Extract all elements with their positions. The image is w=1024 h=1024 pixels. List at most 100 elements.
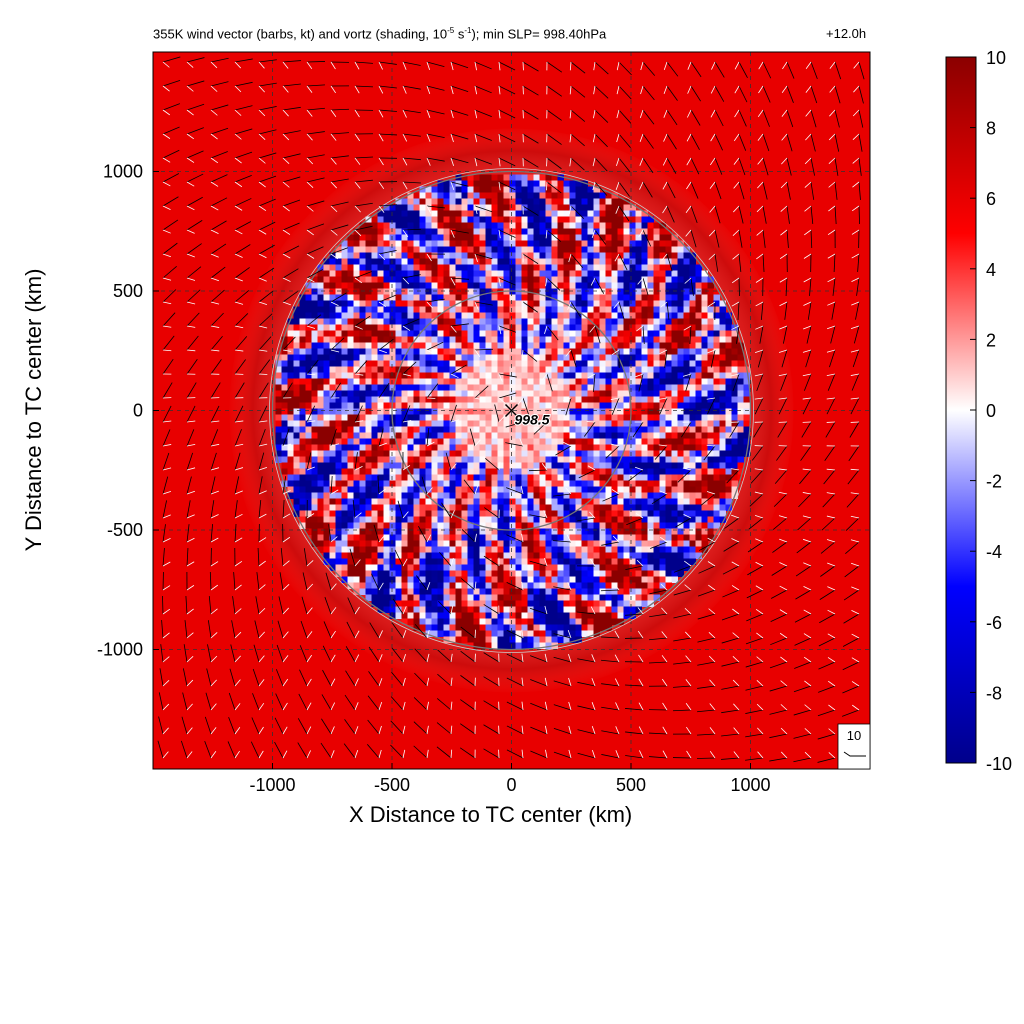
vorticity-cell [533, 306, 540, 313]
vorticity-cell [611, 480, 618, 487]
vorticity-cell [449, 348, 456, 355]
vorticity-cell [383, 432, 390, 439]
vorticity-cell [671, 240, 678, 247]
vorticity-cell [677, 246, 684, 253]
vorticity-cell [545, 378, 552, 385]
vorticity-cell [407, 468, 414, 475]
vorticity-cell [431, 474, 438, 481]
vorticity-cell [575, 576, 582, 583]
vorticity-cell [503, 468, 510, 475]
vorticity-cell [377, 498, 384, 505]
vorticity-cell [425, 492, 432, 499]
vorticity-cell [347, 348, 354, 355]
vorticity-cell [335, 450, 342, 457]
vorticity-cell [617, 360, 624, 367]
vorticity-cell [365, 432, 372, 439]
vorticity-cell [575, 246, 582, 253]
vorticity-cell [683, 558, 690, 565]
vorticity-cell [689, 498, 696, 505]
vorticity-cell [461, 618, 468, 625]
vorticity-cell [395, 540, 402, 547]
vorticity-cell [563, 618, 570, 625]
vorticity-cell [671, 396, 678, 403]
vorticity-cell [395, 390, 402, 397]
vorticity-cell [539, 420, 546, 427]
vorticity-cell [389, 204, 396, 211]
vorticity-cell [485, 390, 492, 397]
vorticity-cell [443, 612, 450, 619]
vorticity-cell [389, 588, 396, 595]
vorticity-cell [395, 228, 402, 235]
vorticity-cell [503, 330, 510, 337]
vorticity-cell [407, 438, 414, 445]
vorticity-cell [551, 264, 558, 271]
vorticity-cell [527, 246, 534, 253]
vorticity-cell [395, 564, 402, 571]
vorticity-cell [551, 360, 558, 367]
vorticity-cell [605, 576, 612, 583]
vorticity-cell [737, 462, 744, 469]
vorticity-cell [575, 198, 582, 205]
vorticity-cell [341, 504, 348, 511]
vorticity-cell [425, 378, 432, 385]
vorticity-cell [617, 246, 624, 253]
vorticity-cell [539, 294, 546, 301]
vorticity-cell [473, 456, 480, 463]
vorticity-cell [707, 480, 714, 487]
vorticity-cell [443, 594, 450, 601]
vorticity-cell [599, 204, 606, 211]
vorticity-cell [635, 294, 642, 301]
vorticity-cell [665, 324, 672, 331]
vorticity-cell [359, 480, 366, 487]
vorticity-cell [449, 462, 456, 469]
vorticity-cell [293, 336, 300, 343]
vorticity-cell [587, 330, 594, 337]
vorticity-cell [653, 534, 660, 541]
vorticity-cell [689, 552, 696, 559]
vorticity-cell [377, 270, 384, 277]
vorticity-cell [683, 372, 690, 379]
vorticity-cell [641, 414, 648, 421]
vorticity-cell [539, 582, 546, 589]
vorticity-cell [569, 312, 576, 319]
vorticity-cell [629, 540, 636, 547]
vorticity-cell [527, 210, 534, 217]
vorticity-cell [425, 234, 432, 241]
vorticity-cell [515, 594, 522, 601]
vorticity-cell [629, 222, 636, 229]
vorticity-cell [653, 276, 660, 283]
vorticity-cell [395, 216, 402, 223]
vorticity-cell [605, 582, 612, 589]
vorticity-cell [569, 288, 576, 295]
vorticity-cell [449, 204, 456, 211]
vorticity-cell [473, 474, 480, 481]
vorticity-cell [677, 528, 684, 535]
vorticity-cell [689, 522, 696, 529]
vorticity-cell [611, 252, 618, 259]
vorticity-cell [641, 258, 648, 265]
vorticity-cell [377, 462, 384, 469]
vorticity-cell [443, 570, 450, 577]
vorticity-cell [647, 312, 654, 319]
vorticity-cell [443, 246, 450, 253]
vorticity-cell [653, 504, 660, 511]
vorticity-cell [479, 606, 486, 613]
vorticity-cell [449, 402, 456, 409]
vorticity-cell [419, 390, 426, 397]
vorticity-cell [599, 276, 606, 283]
vorticity-cell [533, 372, 540, 379]
vorticity-cell [449, 456, 456, 463]
vorticity-cell [275, 420, 282, 427]
vorticity-cell [485, 330, 492, 337]
vorticity-cell [641, 438, 648, 445]
vorticity-cell [533, 282, 540, 289]
vorticity-cell [527, 312, 534, 319]
vorticity-cell [383, 282, 390, 289]
vorticity-cell [371, 324, 378, 331]
vorticity-cell [611, 486, 618, 493]
vorticity-cell [575, 600, 582, 607]
vorticity-cell [449, 228, 456, 235]
vorticity-cell [635, 606, 642, 613]
vorticity-cell [473, 528, 480, 535]
vorticity-cell [359, 576, 366, 583]
